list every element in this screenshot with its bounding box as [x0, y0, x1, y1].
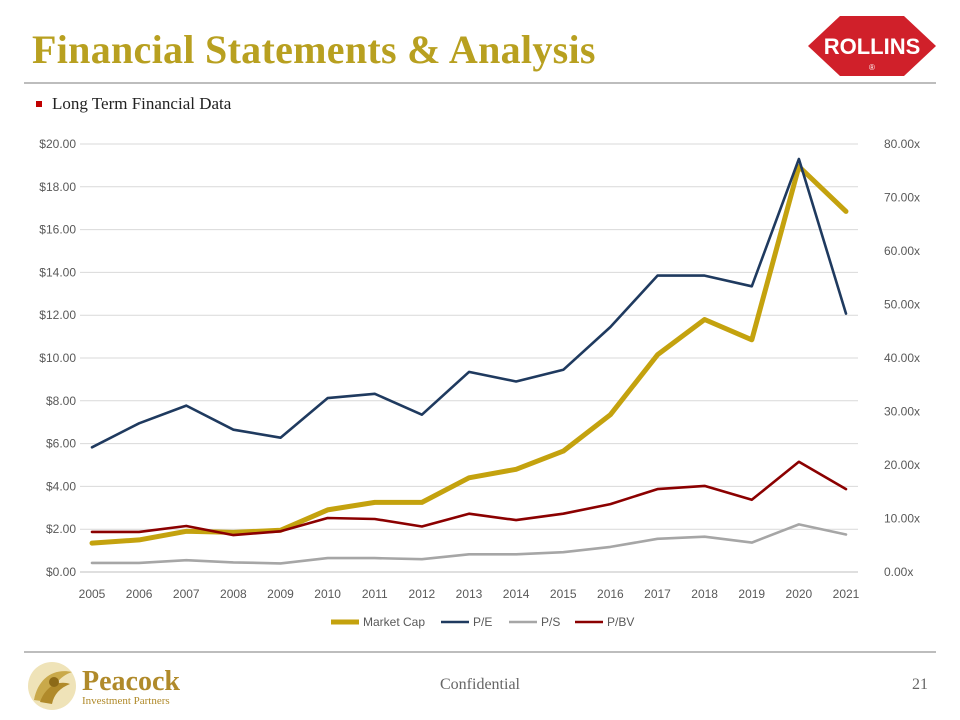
- bullet-text: Long Term Financial Data: [52, 94, 232, 113]
- logo-registered-mark: ®: [869, 63, 875, 72]
- right-axis-tick-label: 70.00x: [884, 191, 920, 205]
- confidential-label: Confidential: [440, 676, 520, 693]
- x-axis-tick-label: 2019: [738, 587, 765, 601]
- x-axis-tick-label: 2016: [597, 587, 624, 601]
- left-axis-tick-label: $18.00: [39, 180, 76, 194]
- legend-label-p-bv: P/BV: [607, 615, 634, 629]
- x-axis-tick-label: 2011: [362, 587, 388, 601]
- x-axis-tick-label: 2010: [314, 587, 341, 601]
- x-axis-tick-label: 2009: [267, 587, 294, 601]
- bullet-square-icon: [36, 101, 42, 107]
- right-axis-tick-label: 20.00x: [884, 458, 920, 472]
- x-axis-tick-label: 2007: [173, 587, 200, 601]
- peacock-feather-icon: [28, 662, 76, 710]
- rollins-logo: ROLLINS ®: [808, 16, 936, 76]
- right-axis-tick-label: 80.00x: [884, 137, 920, 151]
- series-line-p-e: [90, 157, 848, 449]
- x-axis-tick-label: 2020: [786, 587, 813, 601]
- left-axis-tick-label: $2.00: [46, 522, 76, 536]
- x-axis-tick-label: 2014: [503, 587, 530, 601]
- left-axis-tick-label: $6.00: [46, 437, 76, 451]
- legend: Market Cap P/E P/S P/BV: [331, 615, 634, 629]
- left-axis-tick-label: $14.00: [39, 265, 76, 279]
- legend-label-p-s: P/S: [541, 615, 560, 629]
- x-axis-tick-label: 2012: [409, 587, 436, 601]
- left-axis-tick-label: $0.00: [46, 565, 76, 579]
- x-axis-tick-label: 2013: [456, 587, 483, 601]
- footer-divider: [24, 651, 936, 653]
- right-axis-tick-label: 40.00x: [884, 351, 920, 365]
- logo-diamond-shape: [808, 16, 936, 76]
- right-axis-tick-label: 30.00x: [884, 405, 920, 419]
- left-axis-tick-label: $12.00: [39, 308, 76, 322]
- left-axis-tick-label: $8.00: [46, 394, 76, 408]
- right-axis-tick-label: 50.00x: [884, 298, 920, 312]
- left-axis-tick-label: $10.00: [39, 351, 76, 365]
- x-axis-tick-label: 2018: [691, 587, 718, 601]
- series-line-p-s: [90, 523, 848, 565]
- page-number: 21: [912, 676, 928, 693]
- series-layer: [89, 157, 849, 565]
- x-axis-tick-label: 2008: [220, 587, 247, 601]
- section-bullet: Long Term Financial Data: [36, 94, 231, 114]
- header-divider: [24, 82, 936, 84]
- logo-text: ROLLINS: [824, 34, 921, 59]
- grid-layer: [80, 143, 858, 573]
- x-axis-tick-label: 2017: [644, 587, 671, 601]
- x-axis-tick-label: 2021: [833, 587, 860, 601]
- left-axis-tick-label: $20.00: [39, 137, 76, 151]
- right-axis-tick-label: 60.00x: [884, 244, 920, 258]
- x-axis-tick-label: 2005: [79, 587, 106, 601]
- legend-label-p-e: P/E: [473, 615, 492, 629]
- series-line-p-bv: [90, 460, 848, 537]
- peacock-brand-subtitle: Investment Partners: [82, 695, 170, 707]
- left-axis-tick-label: $16.00: [39, 223, 76, 237]
- page-title: Financial Statements & Analysis: [32, 27, 596, 72]
- right-axis-tick-label: 0.00x: [884, 565, 913, 579]
- peacock-brand-name: Peacock: [82, 666, 180, 697]
- peacock-logo: Peacock Investment Partners: [28, 662, 180, 710]
- legend-label-market-cap: Market Cap: [363, 615, 425, 629]
- x-axis-tick-label: 2015: [550, 587, 577, 601]
- right-axis-tick-label: 10.00x: [884, 512, 920, 526]
- axis-layer: $0.00 $2.00 $4.00 $6.00 $8.00 $10.00 $12.00 $14…: [39, 137, 920, 601]
- left-axis-tick-label: $4.00: [46, 479, 76, 493]
- x-axis-tick-label: 2006: [126, 587, 153, 601]
